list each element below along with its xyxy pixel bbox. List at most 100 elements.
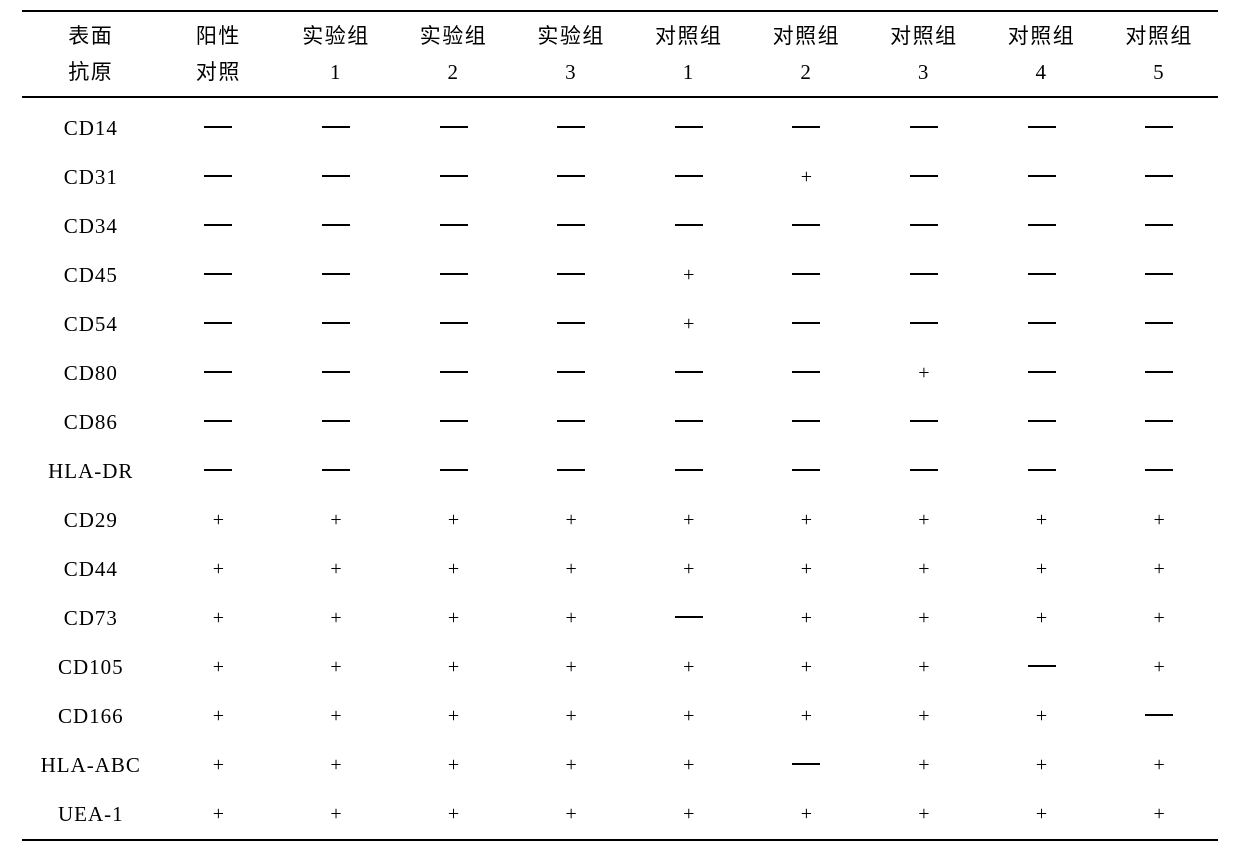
cell	[983, 349, 1101, 398]
plus-icon: +	[918, 754, 929, 776]
plus-icon: +	[213, 754, 224, 776]
cell	[748, 741, 866, 790]
cell	[983, 251, 1101, 300]
cell	[277, 251, 395, 300]
plus-icon: +	[330, 656, 341, 678]
minus-icon	[675, 371, 703, 373]
minus-icon	[1028, 371, 1056, 373]
cell	[512, 300, 630, 349]
minus-icon	[322, 420, 350, 422]
minus-icon	[322, 322, 350, 324]
plus-icon: +	[801, 656, 812, 678]
minus-icon	[910, 273, 938, 275]
plus-icon: +	[918, 362, 929, 384]
cell: +	[512, 790, 630, 840]
minus-icon	[1145, 224, 1173, 226]
plus-icon: +	[1154, 558, 1165, 580]
cell	[748, 447, 866, 496]
plus-icon: +	[801, 607, 812, 629]
plus-icon: +	[330, 607, 341, 629]
plus-icon: +	[1154, 803, 1165, 825]
plus-icon: +	[1036, 803, 1047, 825]
table-row: CD80+	[22, 349, 1218, 398]
cell: +	[983, 741, 1101, 790]
table-row: CD166++++++++	[22, 692, 1218, 741]
plus-icon: +	[213, 558, 224, 580]
minus-icon	[440, 322, 468, 324]
minus-icon	[1145, 469, 1173, 471]
plus-icon: +	[448, 705, 459, 727]
plus-icon: +	[801, 705, 812, 727]
minus-icon	[204, 126, 232, 128]
col-header-line1: 对照组	[865, 18, 983, 54]
plus-icon: +	[683, 803, 694, 825]
cell: +	[865, 741, 983, 790]
cell: +	[748, 692, 866, 741]
col-header-4: 实验组3	[512, 11, 630, 97]
plus-icon: +	[448, 656, 459, 678]
cell	[512, 447, 630, 496]
cell	[160, 153, 278, 202]
plus-icon: +	[566, 803, 577, 825]
plus-icon: +	[330, 803, 341, 825]
cell: +	[395, 594, 513, 643]
minus-icon	[792, 224, 820, 226]
cell	[1100, 398, 1218, 447]
minus-icon	[1145, 126, 1173, 128]
plus-icon: +	[1036, 509, 1047, 531]
minus-icon	[557, 420, 585, 422]
minus-icon	[557, 371, 585, 373]
plus-icon: +	[1036, 705, 1047, 727]
table-row: CD73++++++++	[22, 594, 1218, 643]
plus-icon: +	[683, 705, 694, 727]
cell: +	[277, 594, 395, 643]
cell	[630, 447, 748, 496]
minus-icon	[322, 175, 350, 177]
cell	[395, 251, 513, 300]
minus-icon	[322, 371, 350, 373]
cell: +	[277, 741, 395, 790]
cell	[865, 251, 983, 300]
cell	[277, 202, 395, 251]
cell	[865, 97, 983, 153]
table-row: HLA-DR	[22, 447, 1218, 496]
plus-icon: +	[918, 656, 929, 678]
minus-icon	[1145, 420, 1173, 422]
cell	[512, 349, 630, 398]
cell	[1100, 153, 1218, 202]
plus-icon: +	[683, 656, 694, 678]
plus-icon: +	[566, 607, 577, 629]
cell	[512, 97, 630, 153]
cell: +	[277, 545, 395, 594]
cell	[865, 202, 983, 251]
plus-icon: +	[566, 754, 577, 776]
plus-icon: +	[213, 509, 224, 531]
plus-icon: +	[566, 656, 577, 678]
cell: +	[395, 545, 513, 594]
minus-icon	[1145, 371, 1173, 373]
antigen-table: 表面抗原阳性对照实验组1实验组2实验组3对照组1对照组2对照组3对照组4对照组5…	[22, 10, 1218, 841]
minus-icon	[204, 273, 232, 275]
cell: +	[160, 692, 278, 741]
minus-icon	[675, 616, 703, 618]
cell	[983, 398, 1101, 447]
row-label: HLA-DR	[22, 447, 160, 496]
table-row: CD44+++++++++	[22, 545, 1218, 594]
row-label: HLA-ABC	[22, 741, 160, 790]
minus-icon	[557, 175, 585, 177]
minus-icon	[204, 371, 232, 373]
cell: +	[512, 692, 630, 741]
minus-icon	[792, 469, 820, 471]
plus-icon: +	[918, 509, 929, 531]
minus-icon	[557, 469, 585, 471]
plus-icon: +	[448, 558, 459, 580]
cell: +	[983, 496, 1101, 545]
cell	[1100, 349, 1218, 398]
cell	[983, 202, 1101, 251]
plus-icon: +	[801, 166, 812, 188]
plus-icon: +	[1154, 607, 1165, 629]
cell	[865, 447, 983, 496]
plus-icon: +	[683, 754, 694, 776]
cell: +	[395, 496, 513, 545]
cell: +	[748, 594, 866, 643]
